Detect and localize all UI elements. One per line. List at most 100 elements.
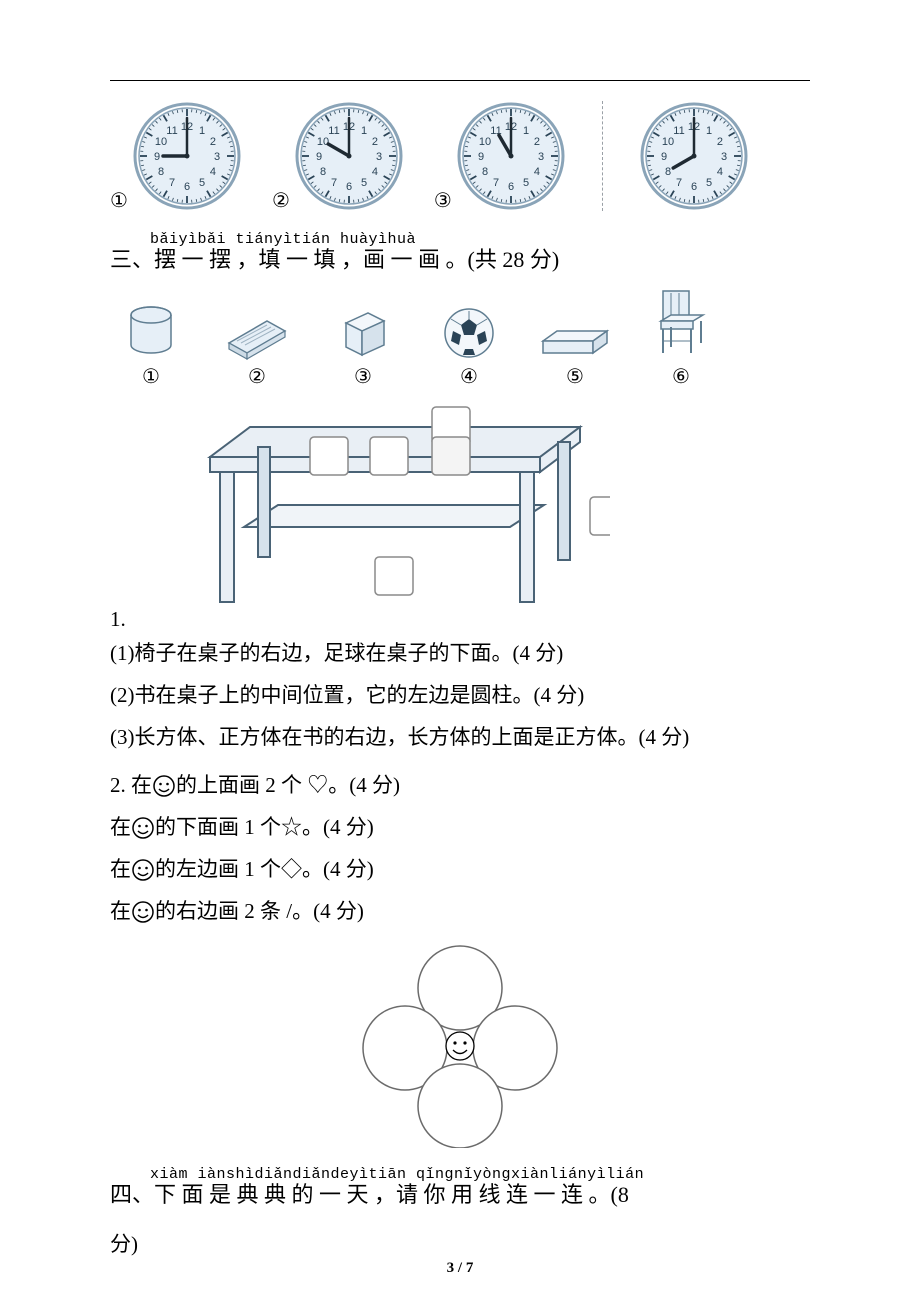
svg-text:3: 3 <box>721 151 727 163</box>
section-3-heading: bǎiyìbǎi tiányìtián huàyìhuà 三、摆 一 摆 ，填 … <box>110 231 810 273</box>
svg-text:9: 9 <box>316 151 322 163</box>
svg-text:8: 8 <box>482 166 488 178</box>
q2-l4-pts: (4 分) <box>313 899 364 923</box>
svg-text:9: 9 <box>478 151 484 163</box>
cylinder-icon <box>124 303 178 361</box>
svg-text:11: 11 <box>166 125 177 137</box>
q2-l3-pre: 在 <box>110 857 131 881</box>
q2-line-2: 在的下面画 1 个☆。(4 分) <box>110 806 810 848</box>
q2-prefix: 2. 在 <box>110 773 152 797</box>
section-4-chars: 下 面 是 典 典 的 一 天 ，请 你 用 线 连 一 连 。 <box>154 1182 611 1207</box>
svg-text:4: 4 <box>372 166 378 178</box>
q2-l3-mid: 的左边画 1 个◇。 <box>155 857 323 881</box>
section-4-prefix: 四、 <box>110 1182 154 1207</box>
clock-icon-2: 123456789101112 <box>294 101 404 211</box>
svg-text:7: 7 <box>676 177 682 189</box>
q1-number: 1. <box>110 607 126 632</box>
section-3-prefix: 三、 <box>110 247 154 272</box>
svg-text:9: 9 <box>661 151 667 163</box>
svg-text:5: 5 <box>706 177 712 189</box>
clock-item-4: 123456789101112 <box>639 101 749 211</box>
section-4-points-close: 分) <box>110 1223 810 1265</box>
object-label-5: ⑤ <box>566 367 584 387</box>
svg-text:8: 8 <box>320 166 326 178</box>
clock-item-1: ① 123456789101112 <box>110 101 242 211</box>
svg-text:1: 1 <box>706 125 712 137</box>
section-3-chars: 摆 一 摆 ，填 一 填 ，画 一 画 。 <box>154 247 468 272</box>
svg-text:11: 11 <box>328 125 339 137</box>
svg-text:1: 1 <box>361 125 367 137</box>
clock-label-3: ③ <box>434 191 452 211</box>
svg-text:4: 4 <box>210 166 216 178</box>
svg-text:7: 7 <box>169 177 175 189</box>
object-label-1: ① <box>142 367 160 387</box>
svg-text:5: 5 <box>361 177 367 189</box>
cube-icon <box>334 303 392 361</box>
book-icon <box>223 311 291 361</box>
svg-text:10: 10 <box>155 136 167 148</box>
svg-text:2: 2 <box>717 136 723 148</box>
section-4-points-open: (8 <box>611 1182 629 1207</box>
svg-text:3: 3 <box>214 151 220 163</box>
object-cylinder: ① <box>116 303 186 387</box>
smiley-icon <box>131 858 155 882</box>
table-diagram <box>170 397 610 622</box>
section-4-heading: xiàm iànshìdiǎndiǎndeyìtiān qǐngnǐyòngxi… <box>110 1166 810 1208</box>
q2-l2-pre: 在 <box>110 815 131 839</box>
svg-text:4: 4 <box>534 166 540 178</box>
object-ball: ④ <box>434 305 504 387</box>
object-book: ② <box>222 311 292 387</box>
svg-text:2: 2 <box>372 136 378 148</box>
object-cuboid: ⑤ <box>540 321 610 387</box>
svg-text:10: 10 <box>479 136 491 148</box>
q2-line1-mid: 的上面画 2 个 ♡。 <box>176 773 349 797</box>
clock-item-2: ② 123456789101112 <box>272 101 404 211</box>
q2-line-4: 在的右边画 2 条 /。(4 分) <box>110 890 810 932</box>
q2-l3-pts: (4 分) <box>323 857 374 881</box>
smiley-icon <box>131 900 155 924</box>
object-label-6: ⑥ <box>672 367 690 387</box>
svg-text:4: 4 <box>717 166 723 178</box>
clock-icon-4: 123456789101112 <box>639 101 749 211</box>
svg-text:3: 3 <box>376 151 382 163</box>
svg-text:1: 1 <box>523 125 529 137</box>
svg-text:6: 6 <box>508 181 514 193</box>
flower-diagram <box>345 938 575 1148</box>
svg-text:10: 10 <box>662 136 674 148</box>
svg-text:8: 8 <box>665 166 671 178</box>
cuboid-icon <box>535 321 615 361</box>
clock-icon-3: 123456789101112 <box>456 101 566 211</box>
svg-text:5: 5 <box>199 177 205 189</box>
object-label-3: ③ <box>354 367 372 387</box>
q2-line-1: 2. 在的上面画 2 个 ♡。(4 分) <box>110 764 810 806</box>
soccer-ball-icon <box>441 305 497 361</box>
svg-text:5: 5 <box>523 177 529 189</box>
clock-item-3: ③ 123456789101112 <box>434 101 566 211</box>
svg-text:2: 2 <box>534 136 540 148</box>
q1-line-3: (3)长方体、正方体在书的右边，长方体的上面是正方体。(4 分) <box>110 716 810 758</box>
q2-line1-pts: (4 分) <box>349 773 400 797</box>
svg-text:10: 10 <box>317 136 329 148</box>
objects-row: ① ② ③ <box>116 287 810 387</box>
q2-l4-pre: 在 <box>110 899 131 923</box>
svg-text:6: 6 <box>184 181 190 193</box>
svg-text:3: 3 <box>538 151 544 163</box>
smiley-icon <box>152 774 176 798</box>
object-label-2: ② <box>248 367 266 387</box>
q1-line-1: (1)椅子在桌子的右边，足球在桌子的下面。(4 分) <box>110 632 810 674</box>
q2-l2-mid: 的下面画 1 个☆。 <box>155 815 323 839</box>
clocks-row: ① 123456789101112 ② 123456789101112 ③ 12… <box>110 101 810 211</box>
clock-label-2: ② <box>272 191 290 211</box>
svg-text:6: 6 <box>691 181 697 193</box>
q2-l4-mid: 的右边画 2 条 /。 <box>155 899 313 923</box>
page-footer: 3 / 7 <box>0 1260 920 1277</box>
svg-text:1: 1 <box>199 125 205 137</box>
svg-text:9: 9 <box>154 151 160 163</box>
object-label-4: ④ <box>460 367 478 387</box>
q2-line-3: 在的左边画 1 个◇。(4 分) <box>110 848 810 890</box>
clock-icon-1: 123456789101112 <box>132 101 242 211</box>
q1-line-2: (2)书在桌子上的中间位置，它的左边是圆柱。(4 分) <box>110 674 810 716</box>
dashed-separator <box>602 101 603 211</box>
object-chair: ⑥ <box>646 287 716 387</box>
smiley-icon <box>131 816 155 840</box>
